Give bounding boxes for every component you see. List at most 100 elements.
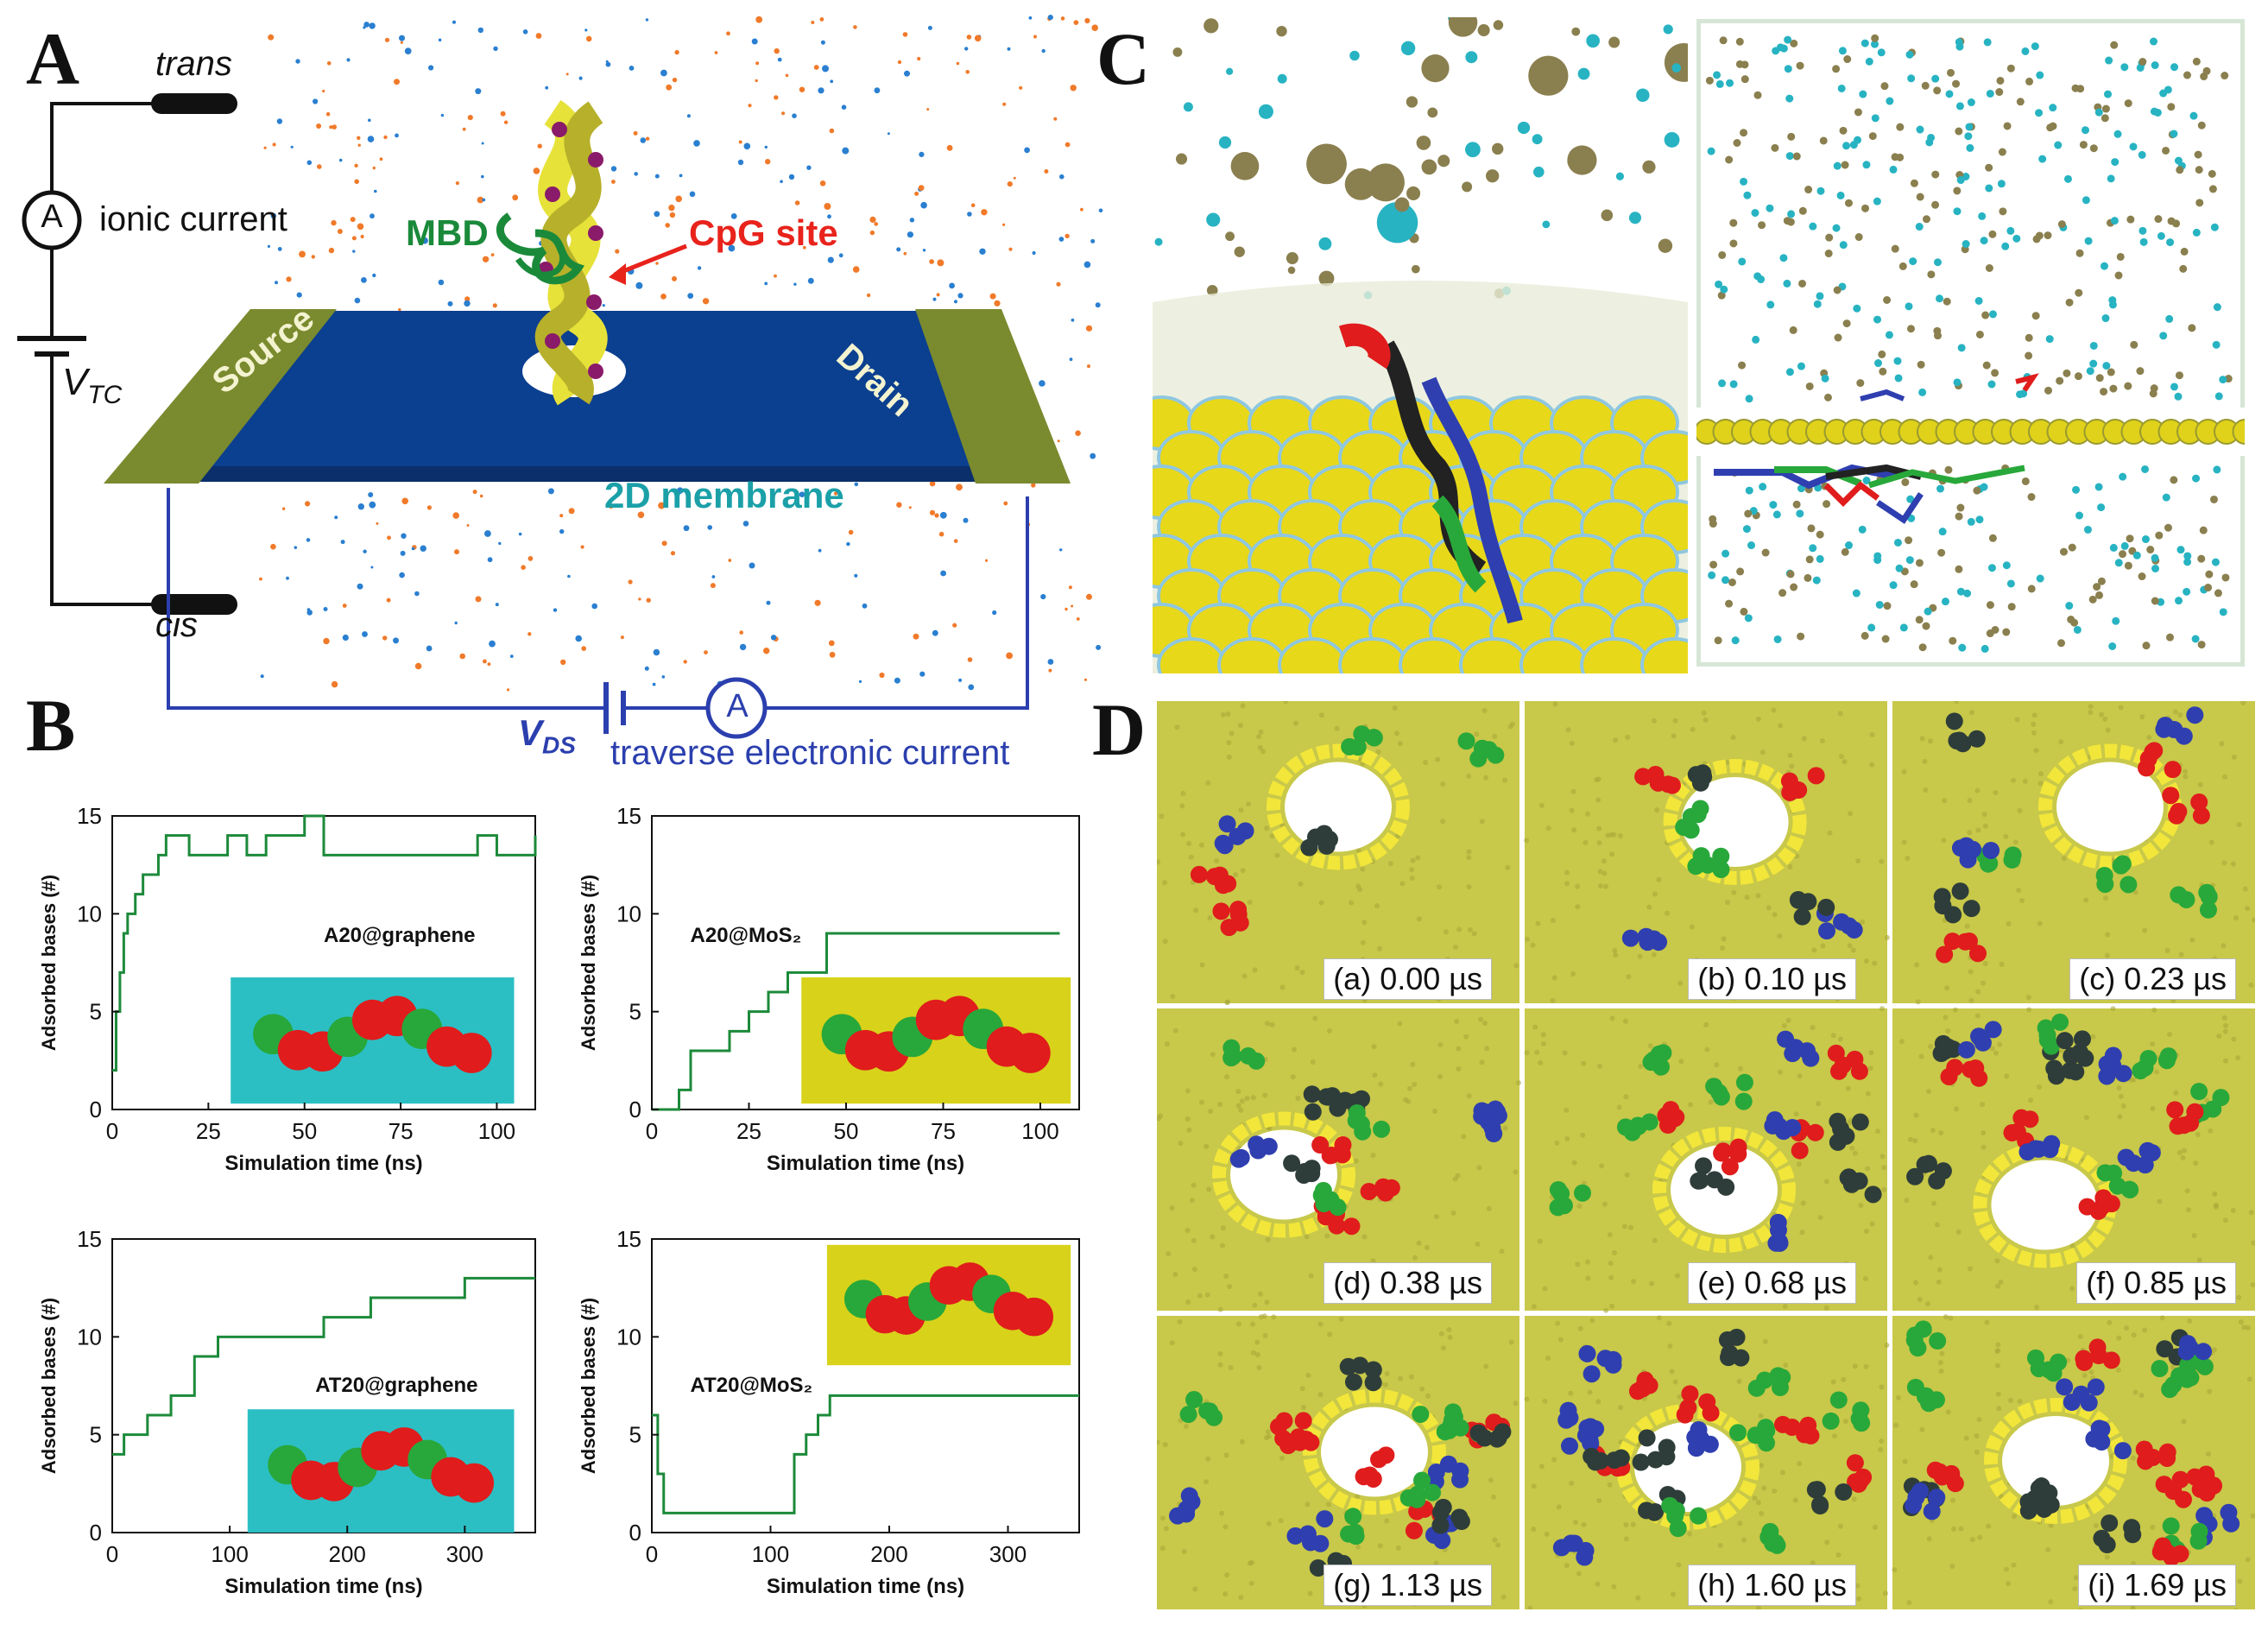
ion-dot: [686, 114, 691, 118]
ion-dot: [1752, 335, 1760, 344]
dna-base-blob: [1180, 1487, 1198, 1505]
ion-dot: [841, 104, 847, 110]
ion-dot: [957, 293, 963, 299]
sheet-atom: [1934, 1222, 1940, 1228]
sheet-atom: [1178, 1141, 1184, 1147]
dna-base-blob: [2018, 1143, 2037, 1161]
sheet-atom: [2241, 1324, 2247, 1331]
ion-sphere: [1462, 181, 1473, 193]
ion-dot: [964, 47, 969, 51]
dna-base-blob: [1269, 1418, 1287, 1436]
ion-dot: [1771, 143, 1779, 152]
sheet-atom: [1507, 724, 1513, 730]
sheet-atom: [2250, 1281, 2255, 1287]
ion-dot: [1891, 244, 1899, 253]
ion-dot: [956, 61, 960, 66]
ion-dot: [466, 524, 470, 527]
electronic-ammeter-symbol: A: [726, 688, 749, 724]
x-tick-label: 75: [389, 1118, 414, 1144]
sheet-atom: [1925, 1301, 1931, 1307]
ion-sphere: [1349, 50, 1360, 61]
sheet-atom: [1943, 1015, 1949, 1021]
snapshot-cell: [1524, 701, 1890, 1003]
sheet-atom: [1361, 1234, 1368, 1240]
sheet-atom: [1984, 1319, 1990, 1325]
sheet-atom: [2028, 1097, 2034, 1103]
dna-base-blob: [1791, 1141, 1809, 1160]
dna-base-blob: [1926, 1461, 1944, 1479]
sheet-atom: [2088, 710, 2094, 716]
dna-base-blob: [1936, 945, 1954, 964]
sheet-atom: [2251, 1240, 2255, 1246]
ion-dot: [2108, 300, 2117, 309]
sheet-atom: [1656, 876, 1662, 882]
ion-dot: [1726, 79, 1734, 87]
sheet-atom: [1879, 1006, 1886, 1012]
sheet-atom: [2037, 781, 2044, 787]
ion-dot: [1915, 223, 1924, 231]
sheet-atom: [1247, 1560, 1253, 1566]
ion-dot: [985, 559, 989, 562]
dna-base-blob: [1646, 1502, 1665, 1520]
ion-dot: [1785, 94, 1794, 103]
sheet-atom: [1355, 847, 1361, 853]
sheet-atom: [1170, 993, 1176, 999]
dna-base-blob: [1222, 1039, 1241, 1057]
ion-dot: [1871, 34, 1879, 42]
sheet-atom: [1848, 811, 1854, 817]
sheet-atom: [1736, 1378, 1742, 1384]
sheet-atom: [1265, 1236, 1271, 1242]
ion-dot: [1758, 221, 1766, 230]
sheet-atom: [1492, 1537, 1498, 1543]
sheet-atom: [1837, 711, 1843, 717]
sheet-atom: [1262, 1332, 1268, 1338]
ion-dot: [323, 637, 330, 645]
dna-base-blob: [1427, 1463, 1445, 1481]
ion-dot: [346, 58, 351, 62]
ion-dot: [2108, 642, 2117, 650]
ion-dot: [1032, 250, 1036, 256]
ion-dot: [2214, 589, 2222, 597]
ion-dot: [1997, 180, 2006, 188]
sheet-atom: [1989, 1046, 1995, 1052]
ion-dot: [1807, 524, 1816, 533]
dna-base-blob: [1945, 712, 1963, 730]
sheet-atom: [1955, 1229, 1962, 1235]
ion-dot: [1719, 36, 1728, 45]
sheet-atom: [1849, 1145, 1855, 1151]
ion-dot: [666, 84, 673, 91]
sheet-atom: [1409, 876, 1415, 882]
ion-dot: [1938, 528, 1947, 536]
ion-dot: [1983, 38, 1992, 47]
snapshot-cell: [1157, 1008, 1521, 1312]
dna-base-blob: [1373, 1120, 1391, 1138]
ion-dot: [2180, 247, 2189, 256]
sheet-atom: [2069, 1286, 2075, 1292]
ion-dot: [404, 47, 412, 54]
ion-dot: [475, 596, 482, 603]
sheet-atom: [1968, 997, 1974, 1003]
ion-particles: [259, 15, 1103, 692]
ion-dot: [2124, 99, 2132, 108]
sheet-atom: [1355, 883, 1361, 889]
sheet-atom: [1617, 833, 1623, 839]
sheet-atom: [1555, 1320, 1561, 1326]
ion-dot: [2116, 252, 2125, 261]
ion-dot: [1858, 525, 1867, 534]
dna-base-blob: [2199, 901, 2217, 919]
sheet-atom: [1974, 1449, 1980, 1455]
sheet-atom: [2124, 1325, 2130, 1331]
ion-dot: [535, 33, 542, 39]
sheet-atom: [1318, 712, 1324, 718]
dna-base-blob: [1909, 1339, 1927, 1357]
ion-dot: [645, 136, 650, 141]
ion-dot: [2056, 376, 2064, 385]
dna-base-blob: [1853, 1414, 1871, 1432]
ion-dot: [1905, 302, 1913, 311]
sheet-atom: [1817, 1215, 1823, 1221]
ion-dot: [830, 79, 834, 84]
sheet-atom: [1252, 1302, 1258, 1308]
sheet-atom: [1395, 1545, 1401, 1551]
sheet-atom: [1228, 1365, 1234, 1371]
sheet-atom: [1197, 1293, 1203, 1299]
